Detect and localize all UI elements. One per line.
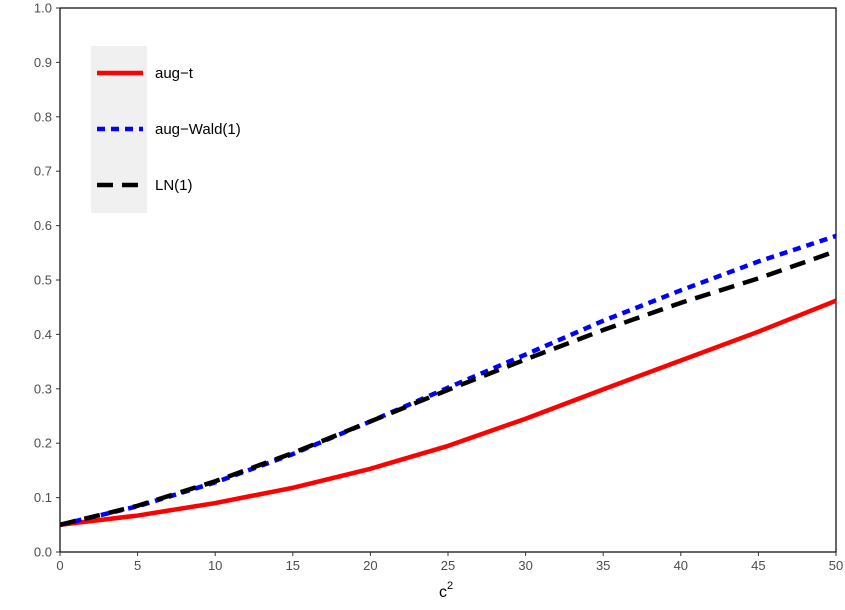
- y-tick-label: 0.2: [34, 436, 52, 451]
- x-axis-title: c2: [439, 580, 453, 601]
- x-axis-title-superscript: 2: [447, 580, 453, 592]
- legend: aug−t aug−Wald(1) LN(1): [91, 46, 241, 213]
- y-tick-label: 0.8: [34, 109, 52, 124]
- x-tick-label: 50: [829, 558, 843, 573]
- y-tick-label: 0.9: [34, 55, 52, 70]
- x-tick-label: 30: [518, 558, 532, 573]
- plot-frame: [59, 7, 837, 553]
- legend-label-2: aug−Wald(1): [155, 121, 241, 138]
- y-tick-label: 0.1: [34, 490, 52, 505]
- y-tick-label: 1.0: [34, 1, 52, 16]
- x-tick-label: 15: [286, 558, 300, 573]
- series-line-3: [59, 249, 837, 527]
- x-tick-label: 5: [134, 558, 141, 573]
- x-tick-label: 35: [596, 558, 610, 573]
- y-tick-label: 0.5: [34, 273, 52, 288]
- y-tick-label: 0.0: [34, 545, 52, 560]
- y-tick-label: 0.6: [34, 218, 52, 233]
- axes: 0.0 0.1 0.2 0.3 0.4 0.5 0.6 0.7 0.8 0.9 1.0 0 5 10 15 2…: [34, 1, 843, 574]
- y-tick-label: 0.4: [34, 327, 52, 342]
- x-tick-label: 25: [441, 558, 455, 573]
- x-tick-label: 20: [363, 558, 377, 573]
- series-line-2: [59, 233, 837, 527]
- series-line-1: [59, 298, 837, 528]
- x-tick-label: 40: [674, 558, 688, 573]
- y-tick-label: 0.3: [34, 381, 52, 396]
- y-tick-label: 0.7: [34, 164, 52, 179]
- x-axis-title-base: c: [439, 584, 447, 601]
- x-tick-label: 0: [56, 558, 63, 573]
- series-lines: [59, 233, 837, 528]
- x-tick-label: 45: [751, 558, 765, 573]
- legend-label-1: aug−t: [155, 65, 194, 82]
- x-tick-label: 10: [208, 558, 222, 573]
- legend-label-3: LN(1): [155, 177, 193, 194]
